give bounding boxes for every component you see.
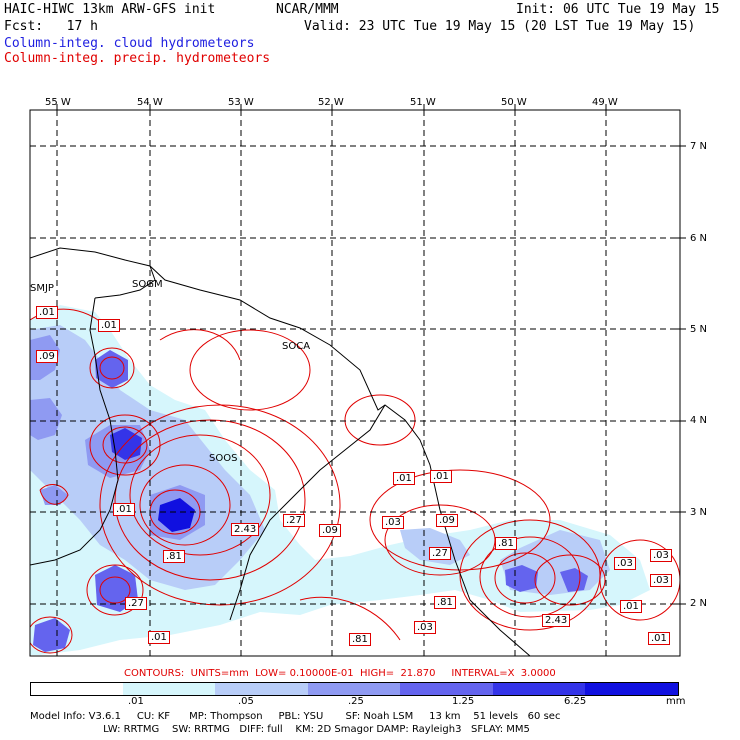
valid-time: Valid: 23 UTC Tue 19 May 15 (20 LST Tue … [304, 19, 696, 34]
lat-label: 2 N [690, 598, 708, 609]
colorbar-swatch [492, 682, 585, 696]
colorbar-label: 6.25 [564, 696, 587, 707]
colorbar-label: 1.25 [452, 696, 475, 707]
lon-label: 52 W [318, 97, 344, 108]
contour-value-label: .01 [430, 470, 452, 483]
contour-value-label: .01 [148, 631, 170, 644]
model-info-line2: LW: RRTMG SW: RRTMG DIFF: full KM: 2D Sm… [30, 724, 530, 735]
contour-value-label: .03 [382, 516, 404, 529]
lat-label: 3 N [690, 507, 708, 518]
station-label: SMJP [30, 283, 54, 294]
colorbar-swatch [585, 682, 679, 696]
forecast-hour: Fcst: 17 h [4, 19, 98, 34]
contour-value-label: .09 [36, 350, 58, 363]
contour-value-label: .09 [436, 514, 458, 527]
cloud-field-label: Column-integ. cloud hydrometeors [4, 36, 255, 51]
contour-value-label: .01 [113, 503, 135, 516]
colorbar-swatch [307, 682, 400, 696]
colorbar-swatch [400, 682, 493, 696]
colorbar-label: .05 [238, 696, 254, 707]
contour-value-label: .03 [650, 574, 672, 587]
contour-value-label: .27 [429, 547, 451, 560]
model-title: HAIC-HIWC 13km ARW-GFS init [4, 2, 216, 17]
contour-value-label: .01 [648, 632, 670, 645]
station-label: SOGM [132, 279, 163, 290]
colorbar-swatch [122, 682, 215, 696]
lon-label: 49 W [592, 97, 618, 108]
contour-value-label: .01 [36, 306, 58, 319]
lat-ticks [674, 145, 686, 605]
lon-label: 55 W [45, 97, 71, 108]
contour-value-label: .27 [283, 514, 305, 527]
contour-value-label: .27 [125, 597, 147, 610]
contour-value-label: 2.43 [542, 614, 571, 627]
lat-label: 4 N [690, 415, 708, 426]
station-label: SOOS [209, 453, 238, 464]
coastline [30, 247, 531, 656]
contour-value-label: .03 [414, 621, 436, 634]
colorbar-swatch [30, 682, 124, 696]
contour-value-label: .01 [98, 319, 120, 332]
init-time: Init: 06 UTC Tue 19 May 15 [516, 2, 720, 17]
lat-label: 7 N [690, 141, 708, 152]
contour-value-label: .03 [650, 549, 672, 562]
org-label: NCAR/MMM [276, 2, 339, 17]
lat-label: 5 N [690, 324, 708, 335]
contour-info: CONTOURS: UNITS=mm LOW= 0.10000E-01 HIGH… [124, 668, 556, 679]
cloud-shading [30, 305, 650, 655]
colorbar-swatch [215, 682, 308, 696]
lat-lon-grid [30, 110, 680, 656]
contour-value-label: .81 [163, 550, 185, 563]
contour-value-label: .01 [620, 600, 642, 613]
contour-value-label: .09 [319, 524, 341, 537]
precip-field-label: Column-integ. precip. hydrometeors [4, 51, 271, 66]
lon-label: 51 W [410, 97, 436, 108]
station-label: SOCA [282, 341, 311, 352]
model-info-line1: Model Info: V3.6.1 CU: KF MP: Thompson P… [30, 711, 561, 722]
contour-value-label: .03 [614, 557, 636, 570]
contour-value-label: .81 [349, 633, 371, 646]
lat-label: 6 N [690, 233, 708, 244]
contour-value-label: .01 [393, 472, 415, 485]
lon-label: 50 W [501, 97, 527, 108]
precip-contours [30, 308, 680, 654]
colorbar-label: .25 [348, 696, 364, 707]
colorbar-label: .01 [128, 696, 144, 707]
contour-value-label: 2.43 [231, 523, 260, 536]
contour-value-label: .81 [495, 537, 517, 550]
plot-frame [29, 109, 681, 657]
lon-ticks [56, 104, 607, 116]
lon-label: 54 W [137, 97, 163, 108]
lon-label: 53 W [228, 97, 254, 108]
contour-value-label: .81 [434, 596, 456, 609]
colorbar-units: mm [666, 696, 686, 707]
